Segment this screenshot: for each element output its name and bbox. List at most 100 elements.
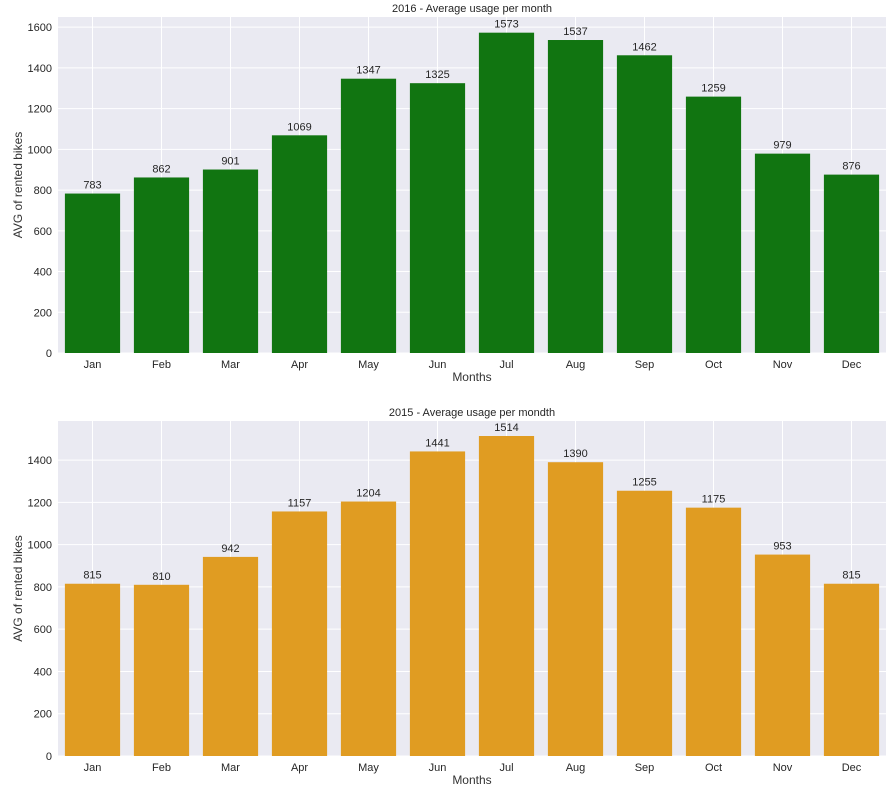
- bar-value-label: 1175: [702, 494, 726, 506]
- bar-value-label: 1441: [425, 437, 449, 449]
- bar-labels-2016: 783 862 901 1069 1347 1325 1573 1537 1462 1259 979…: [83, 19, 860, 192]
- y-axis-label-2016: AVG of rented bikes: [11, 132, 25, 239]
- bar-value-label: 1259: [701, 83, 725, 95]
- x-axis-ticks-2016: Jan Feb Mar Apr May Jun Jul Aug Sep Oct Nov Dec: [84, 359, 862, 371]
- x-tick-label: Jan: [84, 762, 102, 774]
- bar-value-label: 862: [152, 163, 170, 175]
- bar-nov-2016: [754, 153, 811, 353]
- bar-value-label: 1157: [288, 497, 312, 509]
- bar-value-label: 876: [842, 161, 860, 173]
- x-tick-label: Jan: [84, 359, 102, 371]
- bar-value-label: 1204: [356, 488, 380, 500]
- y-tick-label: 1400: [28, 63, 52, 75]
- bar-aug-2016: [547, 40, 604, 353]
- y-axis-label-2015: AVG of rented bikes: [11, 535, 25, 642]
- y-tick-label: 0: [46, 751, 52, 763]
- bar-jan-2015: [64, 583, 121, 756]
- plot-area-2016: [58, 17, 886, 353]
- bar-nov-2015: [754, 554, 811, 756]
- x-tick-label: Oct: [705, 359, 722, 371]
- x-axis-label-2015: Months: [452, 773, 491, 787]
- bar-oct-2015: [685, 507, 742, 756]
- y-tick-label: 0: [46, 348, 52, 360]
- y-tick-label: 1000: [28, 144, 52, 156]
- x-tick-label: Jul: [499, 762, 513, 774]
- bar-aug-2015: [547, 462, 604, 756]
- bar-value-label: 1347: [356, 65, 380, 77]
- chart-title-2016: 2016 - Average usage per month: [392, 3, 552, 15]
- bar-value-label: 953: [773, 541, 791, 553]
- bar-sep-2016: [616, 55, 673, 354]
- bar-value-label: 1537: [563, 26, 587, 38]
- bar-feb-2015: [133, 584, 190, 756]
- chart-2016: 783 862 901 1069 1347 1325 1573 1537 1462 1259 979…: [11, 3, 886, 384]
- x-tick-label: Sep: [635, 359, 655, 371]
- bar-mar-2015: [202, 556, 259, 756]
- y-tick-label: 600: [34, 624, 52, 636]
- x-tick-label: Aug: [566, 359, 586, 371]
- bar-apr-2016: [271, 135, 328, 353]
- bar-value-label: 815: [842, 570, 860, 582]
- x-tick-label: Feb: [152, 359, 171, 371]
- y-tick-label: 200: [34, 307, 52, 319]
- bar-labels-2015: 815 810 942 1157 1204 1441 1514 1390 1255 1175 953…: [83, 422, 860, 583]
- bars-2016: [64, 32, 880, 354]
- x-tick-label: Mar: [221, 762, 240, 774]
- y-tick-label: 1400: [28, 455, 52, 467]
- y-tick-label: 600: [34, 226, 52, 238]
- y-tick-label: 400: [34, 267, 52, 279]
- bar-value-label: 1325: [425, 69, 449, 81]
- bar-value-label: 1069: [287, 121, 311, 133]
- bar-jul-2015: [478, 436, 535, 756]
- x-tick-label: May: [358, 762, 379, 774]
- bar-dec-2016: [823, 174, 880, 353]
- chart-title-2015: 2015 - Average usage per mondth: [389, 407, 555, 419]
- bar-value-label: 815: [83, 570, 101, 582]
- x-tick-label: May: [358, 359, 379, 371]
- x-tick-label: Aug: [566, 762, 586, 774]
- x-tick-label: Oct: [705, 762, 722, 774]
- x-tick-label: Apr: [291, 762, 308, 774]
- y-tick-label: 200: [34, 709, 52, 721]
- bar-jan-2016: [64, 193, 121, 353]
- plot-area-2015: [58, 421, 886, 756]
- y-tick-label: 1200: [28, 497, 52, 509]
- x-tick-label: Mar: [221, 359, 240, 371]
- bar-value-label: 942: [221, 543, 239, 555]
- x-tick-label: Jul: [499, 359, 513, 371]
- x-tick-label: Nov: [773, 762, 793, 774]
- bar-may-2015: [340, 501, 397, 756]
- bar-jun-2016: [409, 83, 466, 353]
- bar-value-label: 1255: [632, 477, 656, 489]
- bar-dec-2015: [823, 583, 880, 756]
- x-tick-label: Feb: [152, 762, 171, 774]
- bar-value-label: 1462: [632, 41, 656, 53]
- y-tick-label: 800: [34, 185, 52, 197]
- bar-may-2016: [340, 78, 397, 354]
- bar-jun-2015: [409, 451, 466, 756]
- x-tick-label: Jun: [429, 359, 447, 371]
- x-tick-label: Nov: [773, 359, 793, 371]
- bar-value-label: 783: [83, 180, 101, 192]
- chart-2015: 815 810 942 1157 1204 1441 1514 1390 1255 1175 953…: [11, 407, 886, 787]
- bar-value-label: 810: [152, 571, 170, 583]
- y-tick-label: 1200: [28, 104, 52, 116]
- x-axis-label-2016: Months: [452, 370, 491, 384]
- x-tick-label: Dec: [842, 762, 862, 774]
- x-tick-label: Sep: [635, 762, 655, 774]
- y-tick-label: 1000: [28, 540, 52, 552]
- bar-value-label: 1514: [494, 422, 518, 434]
- y-tick-label: 800: [34, 582, 52, 594]
- bar-value-label: 901: [221, 156, 239, 168]
- bar-mar-2016: [202, 169, 259, 353]
- x-tick-label: Jun: [429, 762, 447, 774]
- x-tick-label: Dec: [842, 359, 862, 371]
- bar-feb-2016: [133, 177, 190, 353]
- x-axis-ticks-2015: Jan Feb Mar Apr May Jun Jul Aug Sep Oct Nov Dec: [84, 762, 862, 774]
- y-axis-ticks-2016: 0 200 400 600 800 1000 1200 1400 1600: [28, 22, 52, 360]
- bar-value-label: 979: [773, 140, 791, 152]
- bar-value-label: 1390: [563, 448, 587, 460]
- x-tick-label: Apr: [291, 359, 308, 371]
- bars-2015: [64, 436, 880, 756]
